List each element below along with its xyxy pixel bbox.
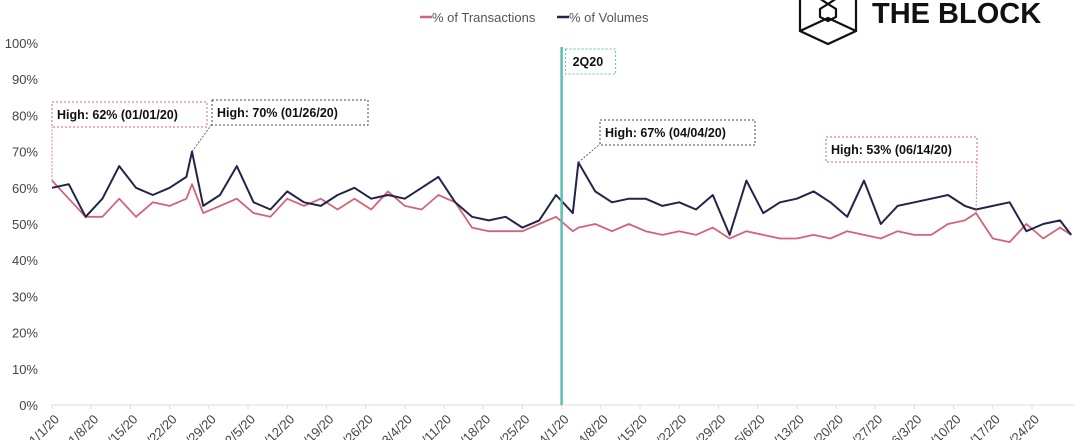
annotation-label: High: 70% (01/26/20)	[217, 106, 338, 120]
x-tick-label: 5/20/20	[805, 412, 846, 440]
y-tick-label: 60%	[12, 181, 38, 196]
x-tick-label: 1/29/20	[178, 412, 219, 440]
annotation-connector	[191, 123, 213, 152]
x-tick-label: 2/19/20	[295, 412, 336, 440]
y-tick-label: 20%	[12, 326, 38, 341]
annotation-box	[599, 119, 756, 146]
annotation-connector	[578, 143, 601, 163]
x-tick-label: 6/24/20	[1001, 412, 1042, 440]
x-tick-label: 1/15/20	[99, 412, 140, 440]
annotations: 2Q20 High: 62% (01/01/20) High: 70% (01/26…	[51, 47, 978, 405]
series-volumes-line	[51, 150, 1072, 236]
legend: % of Transactions % of Volumes	[420, 10, 649, 25]
y-tick-label: 50%	[12, 217, 38, 232]
series-transactions-line	[51, 179, 1072, 243]
x-tick-label: 3/25/20	[491, 412, 532, 440]
x-tick-label: 1/22/20	[138, 412, 179, 440]
x-tick-label: 2/12/20	[256, 412, 297, 440]
annotation-label: High: 67% (04/04/20)	[605, 126, 726, 140]
y-tick-label: 100%	[5, 36, 39, 51]
logo-text: THE BLOCK	[872, 0, 1041, 30]
y-tick-label: 30%	[12, 289, 38, 304]
y-tick-label: 70%	[12, 145, 38, 160]
x-tick-label: 6/10/20	[922, 412, 963, 440]
y-tick-label: 10%	[12, 362, 38, 377]
cube-logo-icon	[798, 0, 858, 46]
annotation-connector	[975, 161, 978, 214]
x-tick-label: 2/26/20	[334, 412, 375, 440]
y-tick-label: 80%	[12, 108, 38, 123]
legend-label: % of Volumes	[569, 10, 649, 25]
series-lines	[51, 150, 1072, 243]
x-tick-label: 1/1/20	[26, 412, 62, 440]
annotation-label: High: 62% (01/01/20)	[57, 108, 178, 122]
x-tick-label: 3/11/20	[414, 412, 455, 440]
x-tick-label: 6/17/20	[962, 412, 1003, 440]
x-tick-label: 4/29/20	[687, 412, 728, 440]
x-tick-label: 1/8/20	[65, 412, 101, 440]
x-axis: 1/1/20 1/8/201/15/201/22/201/29/20 2/5/202…	[26, 405, 1042, 440]
x-tick-label: 4/15/20	[609, 412, 650, 440]
the-block-logo: THE BLOCK	[798, 0, 1041, 46]
x-tick-label: 2/5/20	[222, 412, 258, 440]
annotation-box	[825, 136, 978, 163]
y-axis: 0% 10% 20% 30% 40% 50% 60% 70% 80% 90% 100%	[5, 36, 1075, 413]
x-tick-label: 5/27/20	[844, 412, 885, 440]
annotation-box	[211, 99, 369, 126]
y-tick-label: 40%	[12, 253, 38, 268]
x-tick-label: 4/1/20	[536, 412, 572, 440]
y-tick-label: 90%	[12, 72, 38, 87]
y-tick-label: 0%	[19, 398, 38, 413]
x-tick-label: 5/13/20	[766, 412, 807, 440]
quarter-marker-label: 2Q20	[573, 55, 604, 69]
x-tick-label: 4/22/20	[648, 412, 689, 440]
annotation-box	[51, 101, 208, 128]
x-tick-label: 3/4/20	[379, 412, 415, 440]
quarter-marker-box	[565, 48, 617, 75]
x-tick-label: 5/6/20	[732, 412, 768, 440]
x-tick-label: 6/3/20	[888, 412, 924, 440]
legend-label: % of Transactions	[432, 10, 536, 25]
x-tick-label: 3/18/20	[452, 412, 493, 440]
annotation-label: High: 53% (06/14/20)	[831, 143, 952, 157]
x-tick-label: 4/8/20	[575, 412, 611, 440]
